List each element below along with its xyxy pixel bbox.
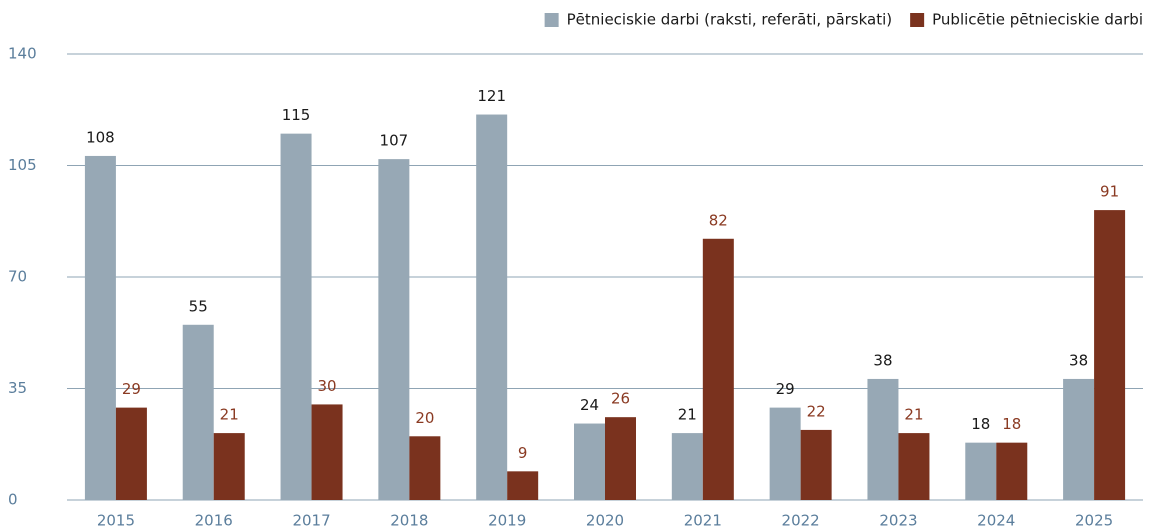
bar (311, 404, 343, 500)
bar (280, 133, 312, 500)
y-tick-label: 0 (8, 491, 18, 509)
value-label: 108 (86, 128, 115, 146)
value-label: 38 (1069, 351, 1088, 369)
x-tick-label: 2023 (879, 512, 917, 530)
bar (867, 378, 899, 500)
bar (115, 407, 147, 500)
bar (702, 238, 734, 500)
bar (378, 159, 410, 500)
value-label: 38 (873, 351, 892, 369)
value-label: 21 (904, 406, 923, 424)
bar (965, 442, 997, 500)
value-label: 24 (580, 396, 599, 414)
bar (476, 114, 508, 501)
x-tick-label: 2016 (195, 512, 233, 530)
value-label: 21 (678, 406, 697, 424)
bar (213, 433, 245, 500)
bar (1094, 210, 1126, 500)
x-tick-label: 2024 (977, 512, 1015, 530)
legend-label: Publicētie pētnieciskie darbi (932, 11, 1143, 29)
bar (1063, 378, 1095, 500)
value-label: 26 (611, 390, 630, 408)
bar (769, 407, 801, 500)
value-label: 107 (380, 132, 409, 150)
bar (605, 417, 636, 500)
value-label: 22 (807, 402, 826, 420)
value-label: 29 (776, 380, 795, 398)
value-label: 121 (477, 87, 506, 105)
y-tick-label: 35 (8, 379, 27, 397)
value-label: 82 (709, 211, 728, 229)
y-tick-label: 105 (8, 156, 37, 174)
x-tick-label: 2020 (586, 512, 624, 530)
value-label: 9 (518, 444, 528, 462)
x-tick-label: 2022 (782, 512, 820, 530)
bar (800, 429, 832, 500)
y-tick-label: 70 (8, 268, 27, 286)
value-label: 29 (122, 380, 141, 398)
value-label: 18 (971, 415, 990, 433)
value-label: 55 (189, 297, 208, 315)
legend-label: Pētnieciskie darbi (raksti, referāti, pā… (567, 11, 893, 29)
x-tick-label: 2021 (684, 512, 722, 530)
bar (996, 442, 1028, 500)
bar (574, 423, 605, 500)
y-tick-label: 140 (8, 45, 37, 63)
bar (182, 324, 214, 500)
bar (898, 433, 930, 500)
bar (84, 155, 116, 500)
bar (507, 471, 539, 500)
value-label: 30 (317, 377, 336, 395)
value-label: 20 (415, 409, 434, 427)
legend-swatch (910, 13, 925, 27)
value-label: 21 (220, 406, 239, 424)
bar (409, 436, 441, 500)
value-label: 91 (1100, 183, 1119, 201)
value-label: 115 (282, 106, 311, 124)
x-tick-label: 2019 (488, 512, 526, 530)
x-tick-label: 2025 (1075, 512, 1113, 530)
bar (671, 433, 703, 500)
value-label: 18 (1002, 415, 1021, 433)
legend-swatch (544, 13, 559, 27)
x-tick-label: 2018 (390, 512, 428, 530)
x-tick-label: 2017 (292, 512, 330, 530)
x-tick-label: 2015 (97, 512, 135, 530)
